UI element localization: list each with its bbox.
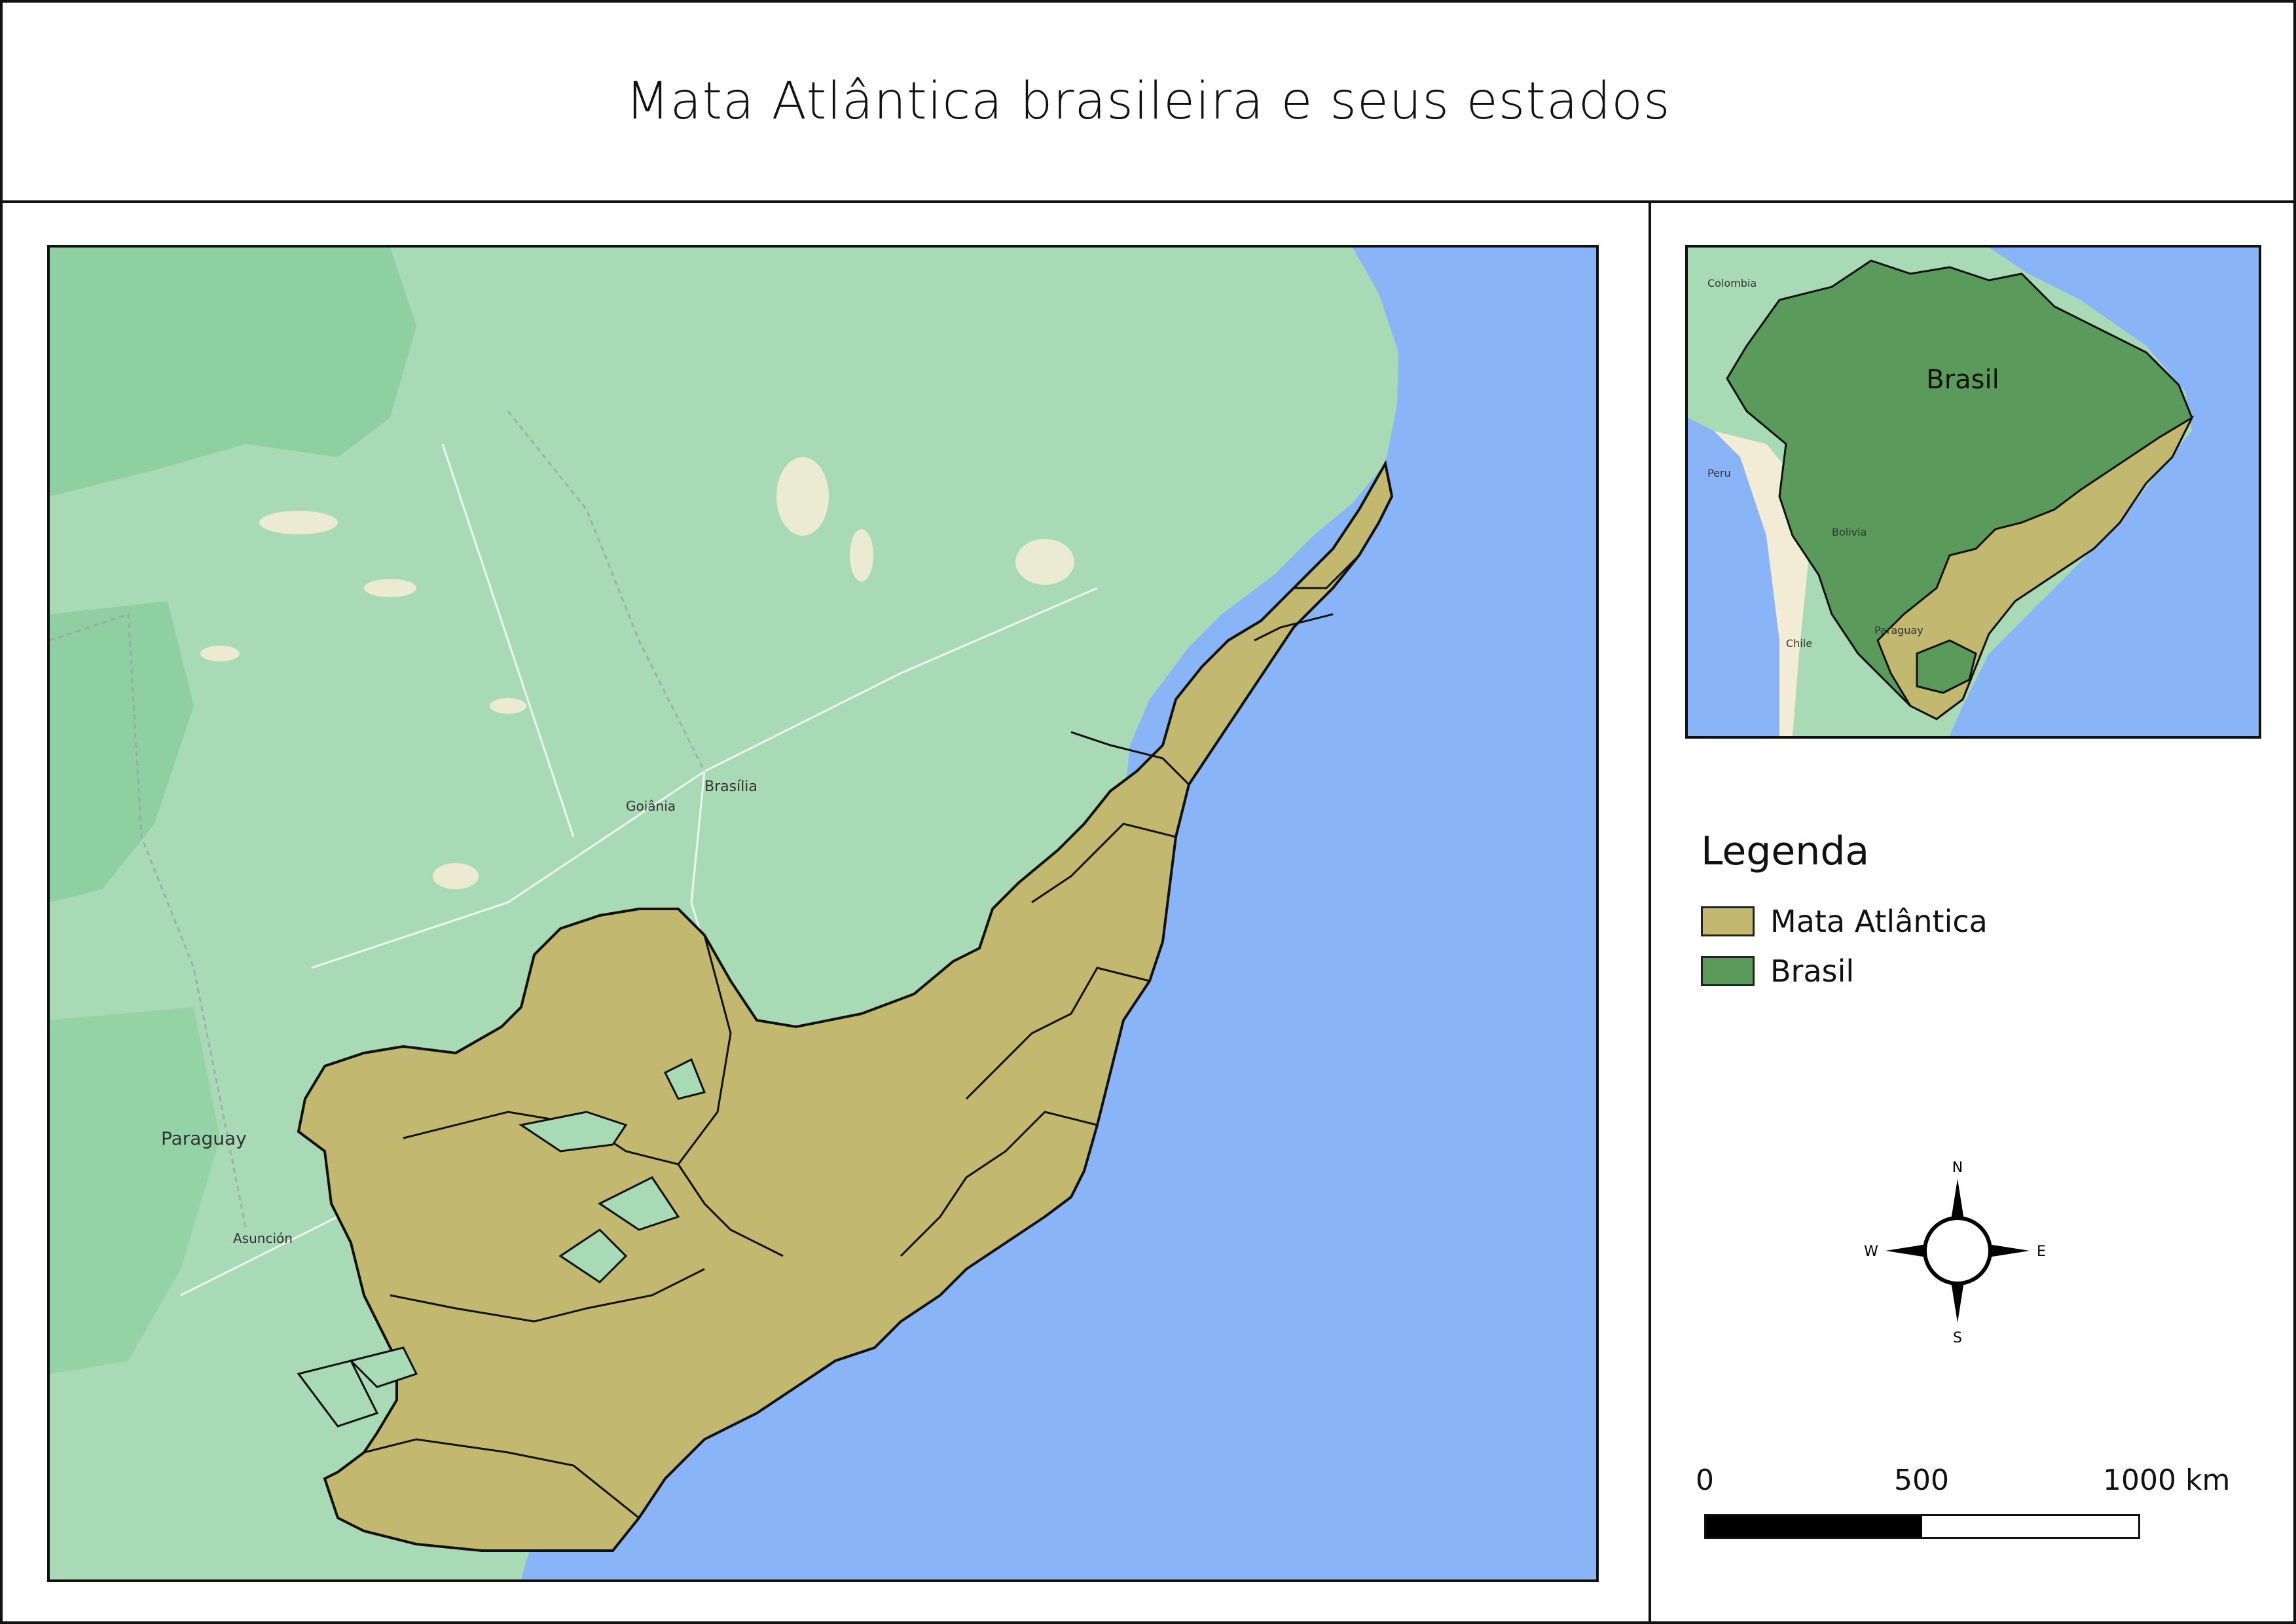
map-title: Mata Atlântica brasileira e seus estados <box>625 72 1671 131</box>
forest-patch <box>50 601 194 902</box>
state-borders <box>363 554 1360 1519</box>
legend-swatch-mata-atlantica <box>1701 906 1755 936</box>
scale-bar <box>1704 1514 2140 1539</box>
compass-s-label: S <box>1953 1330 1962 1346</box>
inset-map-svg: Brasil Colombia Peru Bolivia Paraguay Ch… <box>1688 248 2259 736</box>
non-forest-patches <box>297 1058 706 1428</box>
main-map[interactable]: Paraguay Brasília Goiânia Asunción <box>47 245 1599 1582</box>
legend-label: Brasil <box>1770 953 1855 989</box>
scale-label-500: 500 <box>1894 1464 1949 1497</box>
scale-label-0: 0 <box>1696 1464 1714 1497</box>
legend-swatch-brasil <box>1701 956 1755 986</box>
forest-patch <box>50 248 416 496</box>
scale-label-1000: 1000 km <box>2103 1464 2231 1497</box>
inset-place-label: Paraguay <box>1874 624 1923 637</box>
side-panel <box>1649 200 2296 1624</box>
inset-brasil-south <box>1916 639 1977 694</box>
place-label: Goiânia <box>626 798 676 814</box>
place-label: Brasília <box>704 779 757 795</box>
legend-label: Mata Atlântica <box>1770 904 1988 939</box>
main-map-svg: Paraguay Brasília Goiânia Asunción <box>50 248 1596 1579</box>
title-box: Mata Atlântica brasileira e seus estados <box>0 0 2296 203</box>
inset-place-label: Bolivia <box>1832 526 1867 538</box>
compass-e-label: E <box>2037 1244 2046 1260</box>
compass-w-label: W <box>1864 1244 1878 1260</box>
clearings <box>200 457 1074 889</box>
place-label: Paraguay <box>161 1128 247 1149</box>
inset-place-label: Colombia <box>1707 277 1757 289</box>
inset-brasil-label: Brasil <box>1926 365 1999 395</box>
compass-circle <box>1923 1216 1992 1285</box>
legend-title: Legenda <box>1701 828 1870 874</box>
inset-map[interactable]: Brasil Colombia Peru Bolivia Paraguay Ch… <box>1685 245 2261 739</box>
compass-n-label: N <box>1952 1160 1963 1176</box>
legend-item-mata-atlantica: Mata Atlântica <box>1701 904 1988 939</box>
forest-patch <box>50 1007 220 1374</box>
scale-bar-segment <box>1922 1516 2138 1537</box>
borders <box>50 411 706 1230</box>
inset-place-label: Chile <box>1786 637 1812 650</box>
scale-bar-segment <box>1706 1516 1922 1537</box>
legend-item-brasil: Brasil <box>1701 953 1854 989</box>
inset-place-label: Peru <box>1707 467 1731 479</box>
place-label: Asunción <box>233 1230 293 1246</box>
compass-rose-icon: N S E W <box>1864 1160 2046 1346</box>
